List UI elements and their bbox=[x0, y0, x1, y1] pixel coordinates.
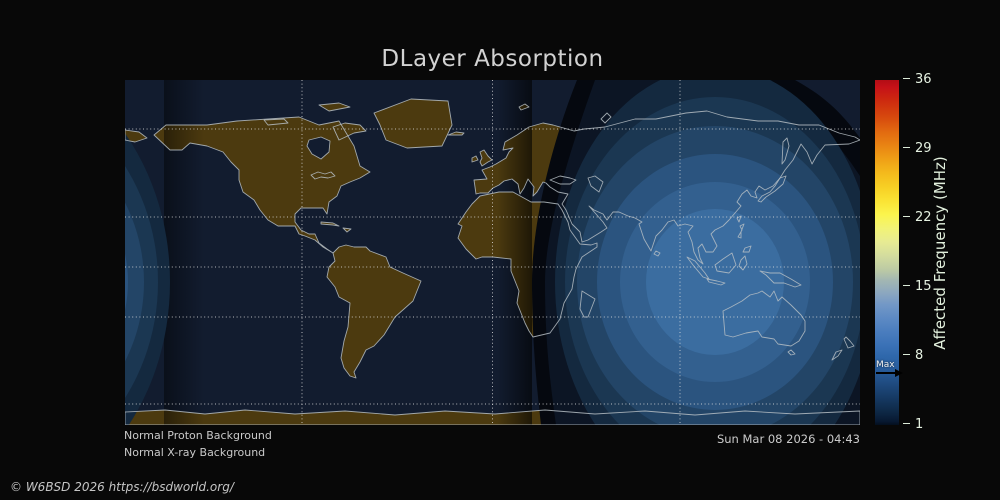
timestamp: Sun Mar 08 2026 - 04:43 bbox=[716, 432, 860, 446]
copyright: © W6BSD 2026 https://bsdworld.org/ bbox=[10, 480, 234, 494]
tick-mark bbox=[903, 422, 910, 424]
max-indicator: Max bbox=[876, 360, 903, 377]
colorbar-tick-29: 29 bbox=[903, 142, 963, 156]
absorption-rings-wrap bbox=[125, 133, 170, 425]
tick-mark bbox=[903, 284, 910, 286]
xray-status: Normal X-ray Background bbox=[124, 446, 266, 459]
max-label: Max bbox=[876, 360, 895, 370]
tick-mark bbox=[903, 215, 910, 217]
colorbar-tick-1: 1 bbox=[903, 418, 963, 432]
page-title: DLayer Absorption bbox=[381, 46, 604, 72]
evening-terminator-fade bbox=[164, 80, 204, 425]
tick-mark bbox=[903, 353, 910, 355]
colorbar bbox=[875, 80, 899, 425]
colorbar-tick-36: 36 bbox=[903, 73, 963, 87]
absorption-rings bbox=[532, 80, 860, 425]
tick-mark bbox=[903, 146, 910, 148]
world-map bbox=[125, 80, 860, 425]
morning-terminator-fade bbox=[497, 80, 532, 425]
proton-status: Normal Proton Background bbox=[124, 429, 272, 442]
max-arrow-icon bbox=[876, 369, 903, 377]
colorbar-tick-22: 22 bbox=[903, 211, 963, 225]
gridlines bbox=[125, 80, 860, 425]
colorbar-tick-8: 8 bbox=[903, 349, 963, 363]
tick-mark bbox=[903, 77, 910, 79]
colorbar-tick-15: 15 bbox=[903, 280, 963, 294]
colorbar-axis-label: Affected Frequency (MHz) bbox=[931, 155, 949, 350]
